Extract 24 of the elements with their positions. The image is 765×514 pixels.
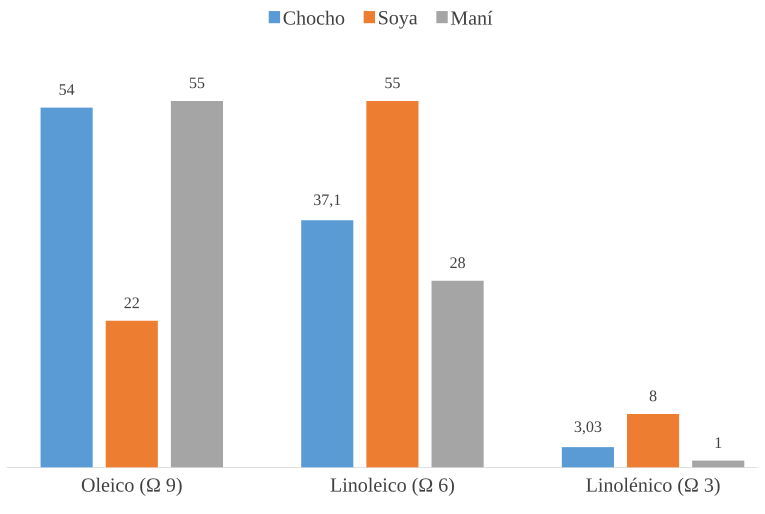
legend-label: Chocho <box>284 10 344 25</box>
data-label: 28 <box>450 257 465 268</box>
x-tick-label: Linolénico (Ω 3) <box>586 478 720 496</box>
data-label: 1 <box>716 437 722 448</box>
data-label: 22 <box>124 297 139 308</box>
bar <box>301 220 354 468</box>
data-label: 55 <box>385 78 400 88</box>
bar <box>432 280 484 468</box>
bar <box>562 447 614 468</box>
data-label: 8 <box>650 390 656 402</box>
data-label: 37,1 <box>314 194 340 208</box>
bar <box>692 460 744 468</box>
legend-label: Soya <box>379 11 418 29</box>
bar <box>170 100 224 468</box>
bar <box>627 414 680 468</box>
x-tick-label: Oleico (Ω 9) <box>82 478 182 496</box>
data-label: 54 <box>60 84 74 95</box>
legend-label: Maní <box>450 10 492 25</box>
bar <box>106 320 158 468</box>
bar <box>40 108 93 468</box>
data-label: 55 <box>190 78 204 88</box>
data-label: 3,03 <box>574 421 602 434</box>
x-tick-label: Linoleico (Ω 6) <box>330 478 454 496</box>
bar <box>366 100 418 468</box>
